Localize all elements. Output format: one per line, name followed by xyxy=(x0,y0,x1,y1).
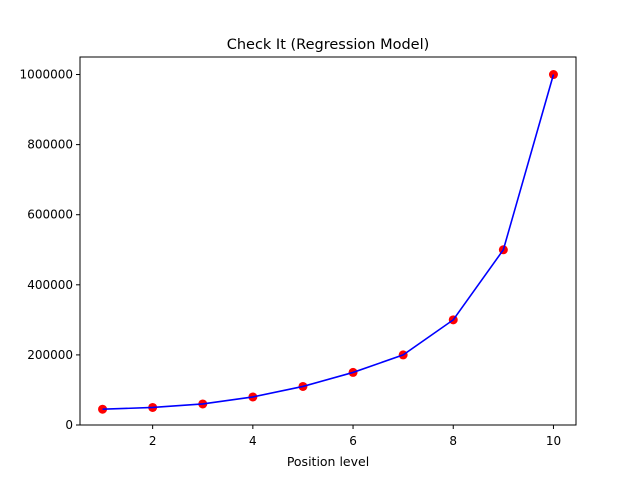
x-axis-ticks: 2 4 6 8 10 xyxy=(149,425,561,448)
x-tick-label: 4 xyxy=(249,434,257,448)
y-tick-label: 400000 xyxy=(27,278,73,292)
x-tick-label: 6 xyxy=(349,434,357,448)
y-axis-ticks: 0 200000 400000 600000 800000 1000000 xyxy=(20,68,80,432)
y-tick-label: 800000 xyxy=(27,138,73,152)
y-tick-label: 1000000 xyxy=(20,68,73,82)
x-tick-label: 2 xyxy=(149,434,157,448)
regression-line xyxy=(102,74,555,411)
x-axis-label: Position level xyxy=(287,454,369,469)
chart-title: Check It (Regression Model) xyxy=(227,37,430,53)
plot-frame xyxy=(79,56,577,426)
series-layer xyxy=(98,70,558,414)
x-tick-label: 8 xyxy=(449,434,457,448)
y-tick-label: 0 xyxy=(65,418,73,432)
x-tick-label: 10 xyxy=(546,434,561,448)
y-tick-label: 200000 xyxy=(27,348,73,362)
y-tick-label: 600000 xyxy=(27,208,73,222)
plot-area xyxy=(79,56,577,426)
